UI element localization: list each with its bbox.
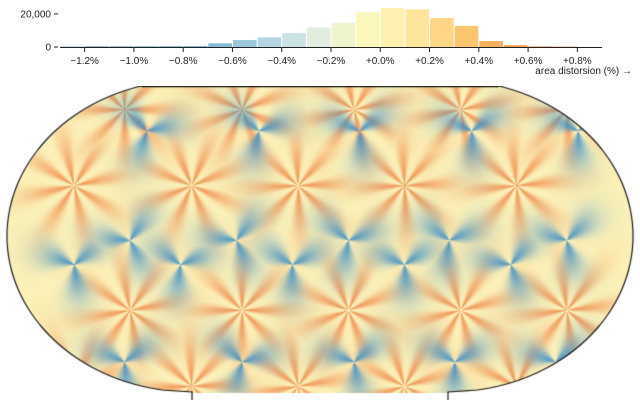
distortion-map	[0, 86, 640, 400]
x-tick-label: +0.4%	[464, 56, 493, 67]
histogram-bar	[479, 41, 503, 47]
histogram-bar	[381, 8, 405, 47]
distortion-histogram: 0 20,000 −1.2% −1.0% −0.8% −0.6% −0.4% −0.2% +0…	[0, 0, 640, 82]
histogram-bar	[282, 33, 306, 47]
histogram-bar	[529, 46, 553, 47]
histogram-bar	[159, 46, 183, 47]
histogram-bar	[356, 12, 380, 47]
x-tick-label: +0.2%	[415, 56, 444, 67]
y-tick-label: 20,000	[20, 9, 51, 20]
x-tick-label: +0.0%	[366, 56, 395, 67]
x-axis: −1.2% −1.0% −0.8% −0.6% −0.4% −0.2% +0.0% +0.2%…	[60, 47, 602, 67]
x-tick-label: −0.8%	[169, 56, 198, 67]
histogram-bar	[307, 27, 331, 47]
histogram-bar	[455, 26, 479, 47]
histogram-bar	[504, 45, 528, 47]
y-tick-label: 0	[45, 43, 51, 54]
histogram-bar	[208, 43, 232, 47]
x-tick-label: −1.2%	[70, 56, 99, 67]
x-tick-label: −0.4%	[267, 56, 296, 67]
histogram-bar	[184, 46, 208, 47]
histogram-bar	[332, 23, 356, 47]
histogram-bar	[85, 47, 109, 48]
x-axis-label: area distorsion (%) →	[535, 66, 632, 77]
histogram-bars	[61, 8, 577, 47]
x-tick-label: −1.0%	[120, 56, 149, 67]
x-tick-label: −0.6%	[218, 56, 247, 67]
histogram-bar	[233, 40, 257, 47]
histogram-bar	[430, 18, 454, 47]
histogram-bar	[134, 46, 158, 47]
histogram-bar	[110, 47, 134, 48]
y-axis: 0 20,000	[20, 9, 58, 53]
histogram-bar	[258, 37, 282, 47]
histogram-bar	[405, 9, 429, 47]
x-tick-label: −0.2%	[317, 56, 346, 67]
